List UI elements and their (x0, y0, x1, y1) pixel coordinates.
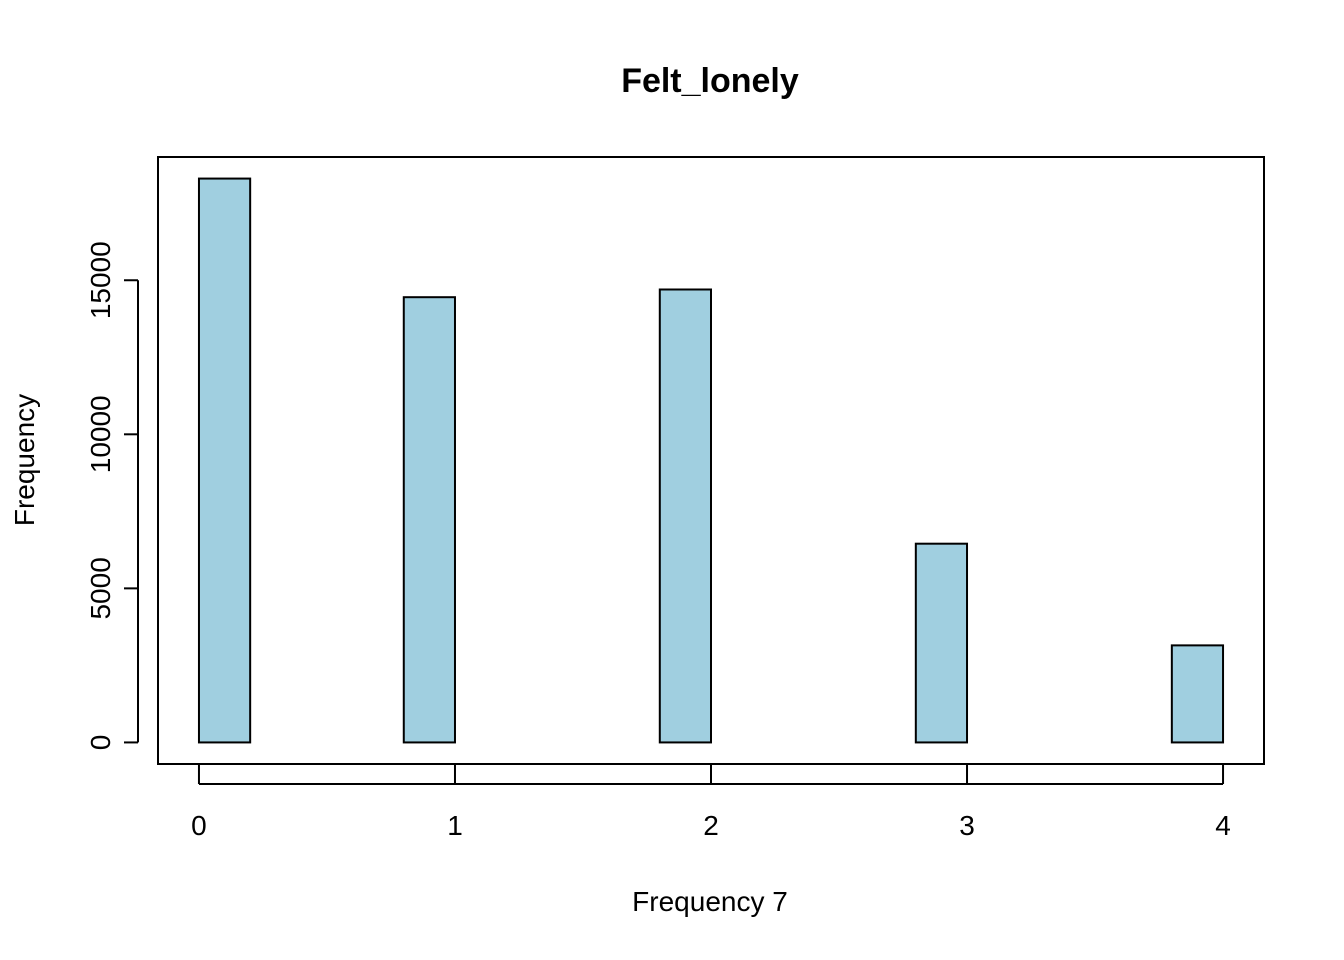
y-tick-label: 5000 (85, 557, 116, 619)
chart-title: Felt_lonely (621, 62, 799, 100)
y-tick-label: 15000 (85, 241, 116, 319)
histogram-bar-19 (1170, 644, 1225, 744)
x-tick-label: 4 (1215, 810, 1231, 841)
x-tick-label: 1 (447, 810, 463, 841)
x-tick-label: 2 (703, 810, 719, 841)
x-tick-label: 0 (191, 810, 207, 841)
y-axis-label: Frequency (9, 394, 40, 526)
histogram-bar-0 (197, 177, 252, 744)
histogram-bar-14 (914, 542, 969, 744)
x-axis: 0 1 2 3 4 (191, 764, 1231, 841)
x-tick-label: 3 (959, 810, 975, 841)
bars-group (197, 177, 1225, 744)
y-tick-label: 0 (85, 735, 116, 751)
histogram-bar-9 (658, 288, 713, 744)
histogram-bar-4 (402, 296, 456, 744)
y-axis: 0 5000 10000 15000 (85, 241, 139, 751)
x-axis-label: Frequency 7 (632, 886, 788, 917)
y-tick-label: 10000 (85, 395, 116, 473)
